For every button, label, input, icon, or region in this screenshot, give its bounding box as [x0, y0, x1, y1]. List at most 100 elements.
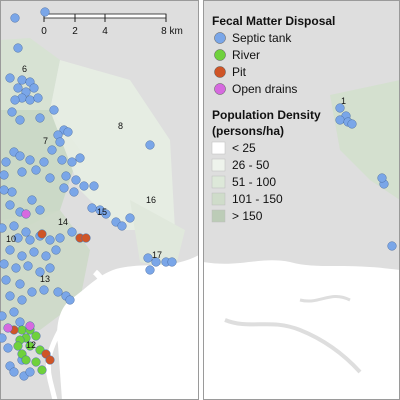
scale-label: 8 km [161, 26, 183, 37]
household-point [143, 253, 153, 263]
household-point [13, 43, 23, 53]
household-point [167, 257, 177, 267]
household-point [377, 173, 387, 183]
legend-swatch [211, 192, 226, 206]
household-point [39, 157, 49, 167]
household-point [67, 227, 77, 237]
map-legend: Fecal Matter Disposal Septic tank River Pi… [211, 14, 335, 223]
zone-label: 16 [146, 195, 156, 205]
river-branch [92, 269, 172, 358]
household-point [39, 285, 49, 295]
household-point [31, 357, 41, 367]
household-point [145, 140, 155, 150]
household-point [41, 251, 51, 261]
household-point [29, 247, 39, 257]
household-point [17, 295, 27, 305]
household-point [5, 73, 15, 83]
legend-swatch [211, 209, 226, 223]
household-point [335, 103, 345, 113]
household-point [51, 245, 61, 255]
household-point [59, 183, 69, 193]
household-point [9, 367, 19, 377]
river-bank [299, 294, 351, 303]
household-point [35, 267, 45, 277]
household-point [55, 233, 65, 243]
household-point [1, 275, 11, 285]
left-map-panel: 0 2 4 8 km 6 7 8 10 12 13 14 15 16 17 [0, 0, 200, 400]
household-point [1, 157, 11, 167]
legend-label: River [232, 48, 260, 62]
household-point [69, 187, 79, 197]
legend-label: Open drains [232, 82, 297, 96]
legend-label: 26 - 50 [232, 158, 270, 172]
household-point [0, 333, 7, 343]
household-point [347, 119, 357, 129]
density-legend-list: < 25 26 - 50 51 - 100 101 - 150 > 150 [211, 141, 283, 223]
household-point [33, 93, 43, 103]
density-zone [130, 200, 185, 270]
legend-label: Pit [232, 65, 247, 79]
legend-density-title: Population Density [212, 108, 321, 122]
household-point [40, 7, 50, 17]
zone-label: 8 [118, 121, 123, 131]
household-point [25, 155, 35, 165]
household-point [67, 157, 77, 167]
household-point [17, 167, 27, 177]
household-point [15, 317, 25, 327]
legend-marker [214, 32, 226, 44]
household-point [3, 323, 13, 333]
household-point [53, 287, 63, 297]
scale-label: 0 [41, 26, 47, 37]
household-point [23, 261, 33, 271]
household-point [45, 263, 55, 273]
zone-label: 14 [58, 217, 68, 227]
household-point [35, 205, 45, 215]
household-point [21, 355, 31, 365]
legend-swatch [211, 141, 226, 155]
household-point [71, 175, 81, 185]
household-point [57, 155, 67, 165]
household-point [25, 367, 35, 377]
legend-label: Septic tank [232, 31, 292, 45]
household-point [0, 259, 9, 269]
legend-label: 101 - 150 [232, 192, 283, 206]
household-point [10, 13, 20, 23]
household-point [37, 229, 47, 239]
left-household-points [0, 7, 177, 381]
household-point [7, 187, 17, 197]
legend-swatch [211, 158, 226, 172]
legend-marker [214, 66, 226, 78]
zone-label: 17 [152, 250, 162, 260]
household-point [27, 287, 37, 297]
household-point [101, 209, 111, 219]
legend-label: 51 - 100 [232, 175, 276, 189]
household-point [0, 223, 7, 233]
legend-marker [214, 83, 226, 95]
legend-label: > 150 [232, 209, 263, 223]
household-point [10, 95, 20, 105]
legend-marker [214, 49, 226, 61]
legend-label: < 25 [232, 141, 256, 155]
household-point [25, 341, 35, 351]
household-point [0, 185, 9, 195]
household-point [45, 355, 55, 365]
household-point [9, 307, 19, 317]
household-point [125, 213, 135, 223]
household-point [79, 181, 89, 191]
household-point [49, 105, 59, 115]
right-household-points [335, 103, 397, 251]
household-point [37, 365, 47, 375]
household-point [45, 173, 55, 183]
household-point [3, 343, 13, 353]
household-point [15, 151, 25, 161]
household-point [61, 171, 71, 181]
household-point [17, 325, 27, 335]
household-point [11, 263, 21, 273]
household-point [0, 170, 9, 180]
zone-label: 10 [6, 234, 16, 244]
household-point [5, 200, 15, 210]
household-point [75, 153, 85, 163]
household-point [47, 145, 57, 155]
